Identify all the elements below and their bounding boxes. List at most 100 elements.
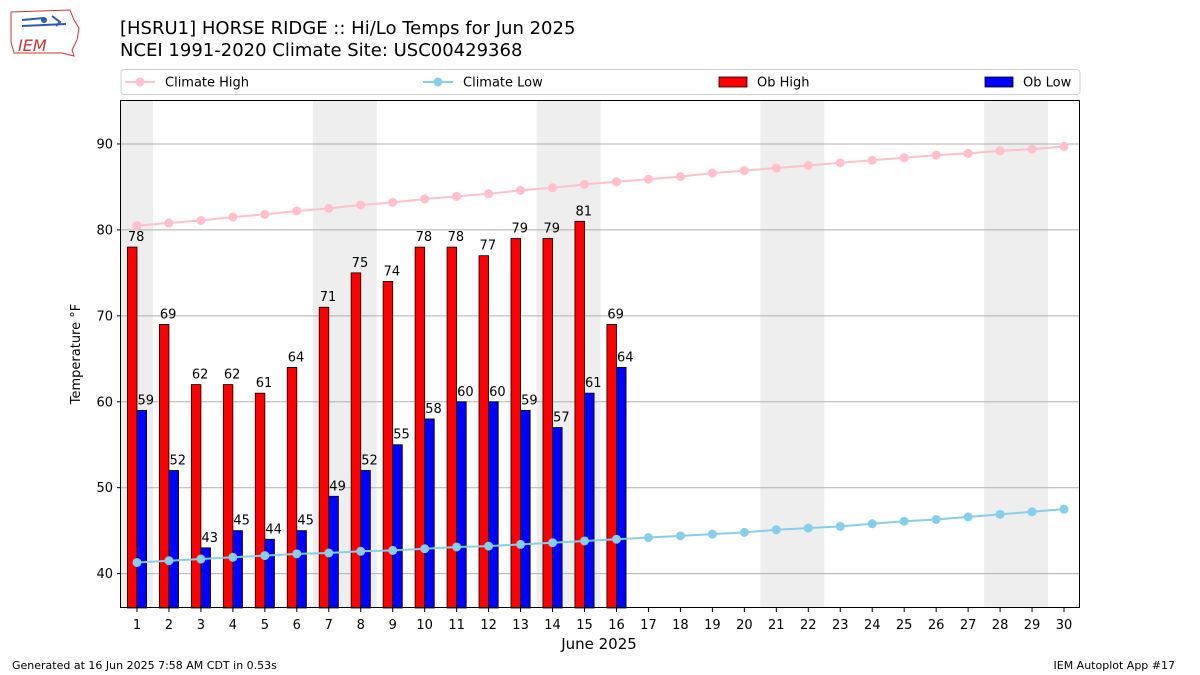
ob-low-value-label: 59: [138, 393, 155, 408]
climate-high-point: [867, 155, 877, 165]
ob-low-value-label: 60: [457, 385, 474, 400]
ob-low-value-label: 58: [425, 402, 442, 417]
climate-high-point: [611, 177, 621, 187]
ob-low-value-label: 49: [329, 479, 346, 494]
x-tick-label: 28: [992, 618, 1009, 633]
x-tick-label: 13: [512, 618, 529, 633]
logo-text: IEM: [18, 36, 47, 55]
ob-high-bar: [478, 255, 490, 609]
climate-low-point: [196, 554, 206, 564]
climate-high-point: [1059, 142, 1069, 152]
ob-low-legend-label: Ob Low: [1023, 76, 1072, 91]
climate-low-point: [324, 548, 334, 558]
x-tick-label: 6: [293, 618, 301, 633]
climate-high-point: [835, 158, 845, 168]
ob-low-bar: [360, 470, 371, 609]
ob-high-value-label: 74: [384, 264, 401, 279]
climate-high-point: [388, 197, 398, 207]
climate-high-point: [228, 212, 238, 222]
climate-high-point: [739, 166, 749, 176]
x-tick-label: 18: [672, 618, 689, 633]
ob-high-bar: [318, 306, 330, 609]
chart-title: [HSRU1] HORSE RIDGE :: Hi/Lo Temps for J…: [120, 18, 576, 39]
climate-high-point: [420, 194, 430, 204]
climate-low-point: [707, 529, 717, 539]
iem-logo: IEM: [8, 6, 82, 64]
climate-high-point: [995, 146, 1005, 156]
x-tick-label: 30: [1056, 618, 1073, 633]
climate-lines: [132, 142, 1069, 567]
x-axis-label: June 2025: [560, 635, 637, 653]
ob-high-value-label: 62: [224, 368, 241, 383]
ob-high-value-label: 69: [160, 307, 177, 322]
climate-high-point: [899, 153, 909, 163]
ob-high-bar: [542, 238, 553, 609]
plot-frame: [120, 100, 1080, 608]
x-tick-label: 2: [165, 618, 173, 633]
ob-low-value-label: 61: [585, 376, 602, 391]
ob-high-bar: [574, 220, 585, 609]
x-tick-label: 19: [704, 618, 721, 633]
climate-high-point: [1027, 144, 1037, 154]
x-tick-label: 24: [864, 618, 881, 633]
ob-high-value-label: 64: [288, 350, 305, 365]
climate-low-point: [675, 531, 685, 541]
ob-high-bar: [190, 384, 202, 609]
climate-low-point: [356, 546, 366, 556]
ob-high-bar: [254, 392, 266, 609]
climate-low-point: [643, 533, 653, 543]
ob-low-bar: [264, 538, 275, 609]
x-tick-label: 26: [928, 618, 945, 633]
climate-low-point: [899, 516, 909, 526]
ob-high-bar: [286, 366, 298, 609]
ob-low-value-label: 45: [297, 514, 314, 529]
ob-low-bar: [456, 401, 467, 609]
climate-high-point: [260, 209, 270, 219]
y-tick-label: 70: [96, 309, 113, 324]
climate-low-point: [580, 536, 590, 546]
climate-high-point: [675, 172, 685, 182]
climate-high-point: [196, 215, 206, 225]
x-tick-label: 14: [544, 618, 561, 633]
climate-low-point: [1027, 507, 1037, 517]
climate-high-point: [931, 150, 941, 160]
ob-high-value-label: 69: [607, 307, 624, 322]
climate-high-point: [484, 189, 494, 199]
ob-low-value-label: 44: [265, 522, 282, 537]
climate-low-point: [931, 514, 941, 524]
ob-low-value-label: 52: [361, 454, 378, 469]
climate-low-legend-label: Climate Low: [463, 76, 543, 91]
climate-high-point: [580, 179, 590, 189]
x-tick-label: 29: [1024, 618, 1041, 633]
ob-high-bar: [350, 272, 362, 609]
ob-high-value-label: 78: [128, 230, 145, 245]
climate-high-legend-marker: [135, 77, 145, 87]
ob-high-bar: [158, 324, 170, 609]
x-tick-label: 1: [133, 618, 141, 633]
y-tick-label: 90: [96, 137, 113, 152]
iem-iowa-map-logo-icon: IEM: [10, 9, 80, 57]
ob-low-bar: [552, 427, 563, 609]
x-tick-label: 20: [736, 618, 753, 633]
climate-low-point: [484, 541, 494, 551]
climate-low-point: [548, 538, 558, 548]
ob-high-bar: [510, 238, 521, 609]
ob-high-value-label: 81: [575, 204, 592, 219]
legend-box: [120, 69, 1081, 95]
x-tick-label: 16: [608, 618, 625, 633]
ob-low-bar: [584, 392, 595, 609]
climate-low-point: [292, 549, 302, 559]
climate-low-point: [771, 525, 781, 535]
ob-low-bar: [488, 401, 499, 609]
weekend-shade: [984, 101, 1049, 608]
x-tick-label: 22: [800, 618, 817, 633]
climate-high-point: [356, 200, 366, 210]
x-tick-label: 8: [357, 618, 365, 633]
x-tick-label: 3: [197, 618, 205, 633]
climate-high-point: [771, 163, 781, 173]
climate-low-point: [164, 556, 174, 566]
climate-high-point: [707, 168, 717, 178]
ob-low-value-label: 60: [489, 385, 506, 400]
ob-low-value-label: 45: [233, 514, 250, 529]
ob-high-bar: [126, 246, 138, 609]
